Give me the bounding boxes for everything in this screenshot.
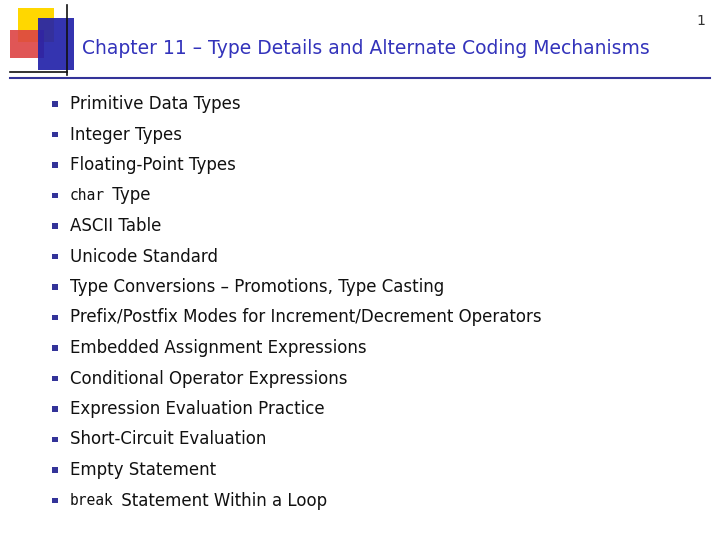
Bar: [53, 437, 58, 442]
Bar: [53, 406, 58, 411]
Bar: [53, 254, 58, 259]
Bar: [53, 284, 58, 290]
Text: Prefix/Postfix Modes for Increment/Decrement Operators: Prefix/Postfix Modes for Increment/Decre…: [70, 308, 541, 327]
Bar: [53, 498, 58, 503]
Text: char: char: [70, 188, 105, 203]
Text: ASCII Table: ASCII Table: [70, 217, 161, 235]
Bar: [53, 162, 58, 168]
Text: Statement Within a Loop: Statement Within a Loop: [116, 491, 327, 510]
Bar: [53, 132, 58, 137]
Bar: [53, 315, 58, 320]
Bar: [53, 223, 58, 229]
Text: Floating-Point Types: Floating-Point Types: [70, 156, 236, 174]
Text: break: break: [70, 493, 114, 508]
Text: Conditional Operator Expressions: Conditional Operator Expressions: [70, 369, 348, 388]
Text: Type: Type: [107, 186, 150, 205]
Text: Type Conversions – Promotions, Type Casting: Type Conversions – Promotions, Type Cast…: [70, 278, 444, 296]
Text: Primitive Data Types: Primitive Data Types: [70, 95, 240, 113]
Bar: [53, 193, 58, 198]
Text: Empty Statement: Empty Statement: [70, 461, 216, 479]
Bar: [53, 467, 58, 472]
Text: Short-Circuit Evaluation: Short-Circuit Evaluation: [70, 430, 266, 449]
Bar: [53, 376, 58, 381]
Text: Embedded Assignment Expressions: Embedded Assignment Expressions: [70, 339, 366, 357]
Bar: [10, 30, 44, 58]
Text: 1: 1: [696, 14, 705, 28]
Text: Unicode Standard: Unicode Standard: [70, 247, 218, 266]
Bar: [38, 18, 74, 70]
Text: Integer Types: Integer Types: [70, 125, 182, 144]
Bar: [53, 102, 58, 107]
Bar: [53, 345, 58, 351]
Text: Expression Evaluation Practice: Expression Evaluation Practice: [70, 400, 325, 418]
Text: Chapter 11 – Type Details and Alternate Coding Mechanisms: Chapter 11 – Type Details and Alternate …: [82, 38, 649, 57]
Bar: [18, 8, 54, 42]
